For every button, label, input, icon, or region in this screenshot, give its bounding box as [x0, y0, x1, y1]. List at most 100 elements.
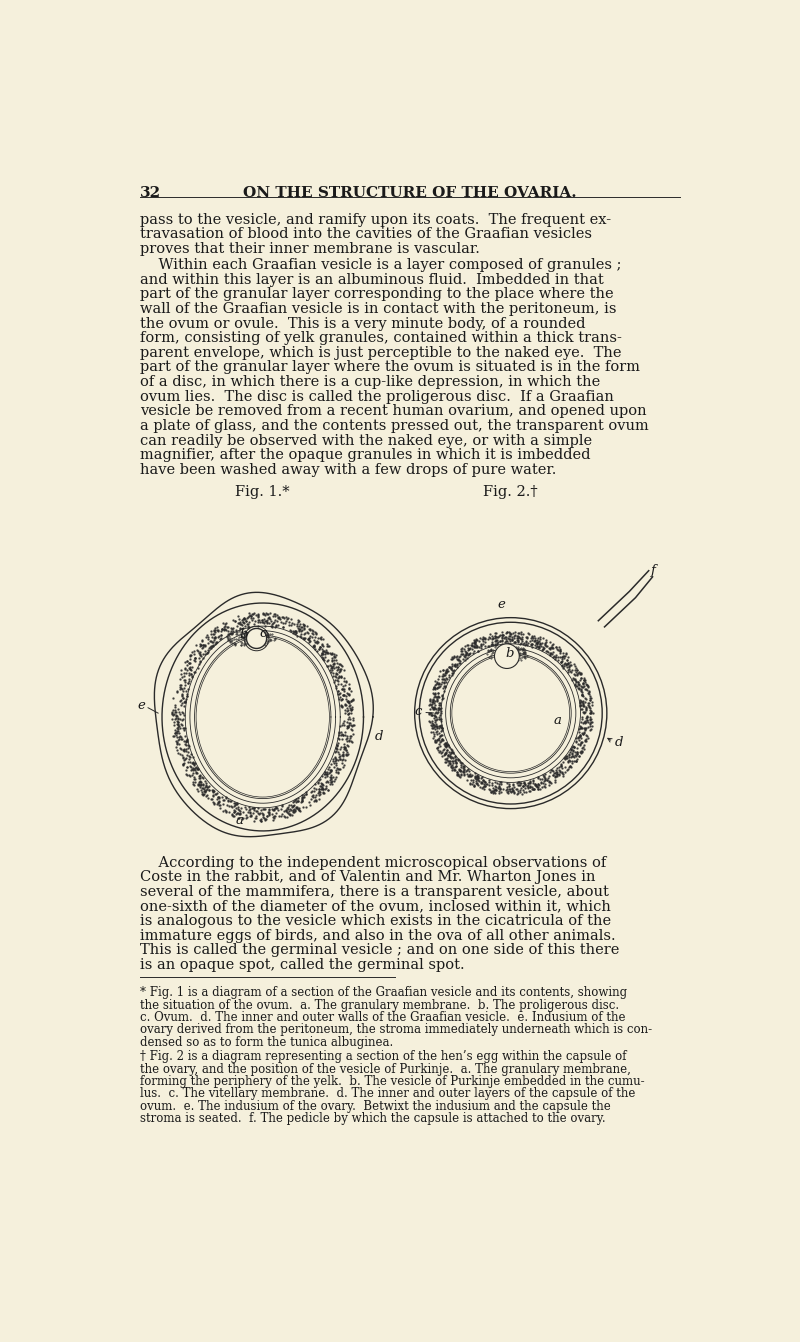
Point — [189, 770, 202, 792]
Point — [262, 612, 275, 633]
Point — [266, 605, 279, 627]
Point — [506, 774, 519, 796]
Point — [469, 766, 482, 788]
Point — [470, 766, 482, 788]
Point — [283, 619, 296, 640]
Point — [482, 770, 495, 792]
Point — [531, 773, 544, 794]
Point — [293, 615, 306, 636]
Point — [169, 719, 182, 741]
Point — [511, 627, 524, 648]
Point — [562, 749, 575, 770]
Point — [183, 765, 196, 786]
Point — [453, 652, 466, 674]
Point — [560, 747, 573, 769]
Point — [267, 612, 280, 633]
Point — [571, 671, 584, 692]
Point — [274, 608, 286, 629]
Point — [295, 790, 308, 812]
Point — [207, 781, 220, 803]
Point — [200, 774, 213, 796]
Point — [568, 674, 581, 695]
Point — [283, 798, 296, 820]
Point — [434, 715, 447, 737]
Point — [323, 641, 336, 663]
Point — [570, 745, 582, 766]
Point — [466, 635, 478, 656]
Point — [332, 758, 345, 780]
Point — [169, 709, 182, 730]
Point — [568, 656, 581, 678]
Point — [300, 781, 313, 803]
Point — [305, 781, 318, 803]
Point — [178, 725, 191, 746]
Point — [178, 674, 191, 695]
Point — [170, 718, 183, 739]
Point — [175, 729, 188, 750]
Point — [179, 688, 192, 710]
Point — [462, 760, 475, 781]
Point — [570, 671, 582, 692]
Point — [527, 631, 540, 652]
Point — [282, 803, 294, 824]
Point — [339, 688, 352, 710]
Point — [530, 633, 543, 655]
Point — [176, 710, 189, 731]
Point — [534, 772, 547, 793]
Point — [551, 639, 564, 660]
Point — [289, 789, 302, 811]
Point — [338, 734, 350, 756]
Point — [206, 778, 219, 800]
Point — [562, 652, 574, 674]
Point — [486, 774, 498, 796]
Point — [454, 762, 467, 784]
Point — [177, 754, 190, 776]
Point — [449, 749, 462, 770]
Point — [578, 675, 590, 696]
Point — [578, 671, 591, 692]
Point — [279, 612, 292, 633]
Point — [546, 647, 559, 668]
Point — [428, 676, 441, 698]
Point — [559, 747, 572, 769]
Point — [426, 714, 439, 735]
Point — [324, 662, 337, 683]
Point — [212, 786, 225, 808]
Point — [333, 745, 346, 766]
Point — [183, 749, 196, 770]
Point — [562, 659, 574, 680]
Point — [174, 678, 187, 699]
Point — [323, 760, 336, 781]
Point — [434, 731, 446, 753]
Point — [171, 711, 184, 733]
Point — [334, 667, 347, 688]
Point — [506, 777, 518, 798]
Point — [330, 741, 342, 762]
Point — [429, 715, 442, 737]
Point — [574, 688, 586, 710]
Point — [553, 639, 566, 660]
Point — [174, 675, 187, 696]
Point — [332, 666, 345, 687]
Point — [574, 679, 587, 701]
Point — [342, 690, 354, 711]
Point — [192, 774, 205, 796]
Point — [570, 675, 582, 696]
Point — [329, 754, 342, 776]
Point — [341, 711, 354, 733]
Point — [465, 765, 478, 786]
Point — [334, 747, 346, 769]
Point — [166, 687, 179, 709]
Point — [247, 797, 260, 819]
Point — [300, 796, 313, 817]
Point — [545, 772, 558, 793]
Point — [494, 772, 507, 793]
Point — [330, 749, 342, 770]
Point — [429, 683, 442, 705]
Point — [561, 650, 574, 671]
Point — [311, 629, 324, 651]
Point — [422, 710, 435, 731]
Point — [567, 746, 580, 768]
Point — [436, 664, 449, 686]
Point — [426, 698, 439, 719]
